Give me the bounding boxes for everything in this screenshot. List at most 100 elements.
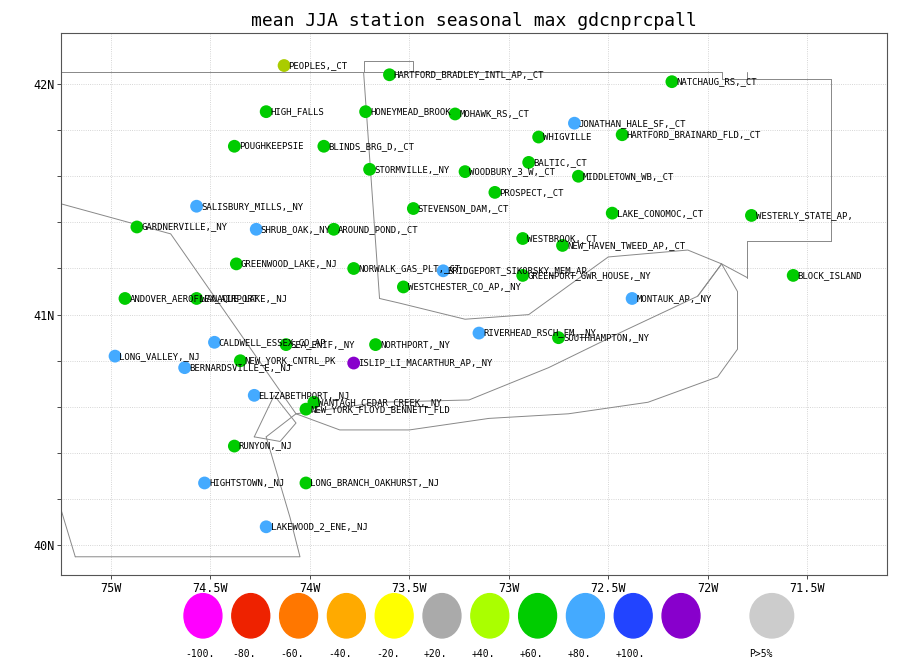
Title: mean JJA station seasonal max gdcnprcpall: mean JJA station seasonal max gdcnprcpal… <box>251 13 697 31</box>
Point <box>448 108 463 119</box>
Point <box>625 293 640 304</box>
Point <box>279 339 293 350</box>
Text: CALDWELL_ESSEX_CO_AP: CALDWELL_ESSEX_CO_AP <box>219 338 327 346</box>
Text: BALTIC,_CT: BALTIC,_CT <box>533 158 587 167</box>
Point <box>299 477 313 488</box>
Point <box>233 355 247 366</box>
Text: -40.: -40. <box>328 648 352 658</box>
Point <box>368 339 382 350</box>
Text: HIGHTSTOWN,_NJ: HIGHTSTOWN,_NJ <box>209 479 284 487</box>
Point <box>406 203 420 214</box>
Text: SOUTHHAMPTON,_NY: SOUTHHAMPTON,_NY <box>563 333 649 342</box>
Text: GREENWOOD_LAKE,_NJ: GREENWOOD_LAKE,_NJ <box>241 259 337 269</box>
Text: WOODBURY_3_W,_CT: WOODBURY_3_W,_CT <box>469 167 556 176</box>
Text: LONG_VALLEY,_NJ: LONG_VALLEY,_NJ <box>119 352 200 360</box>
Ellipse shape <box>519 594 557 638</box>
Text: BRIDGEPORT_SIKORSKY_MEM_AP: BRIDGEPORT_SIKORSKY_MEM_AP <box>447 266 587 275</box>
Text: MIDDLETOWN_WB,_CT: MIDDLETOWN_WB,_CT <box>583 172 674 181</box>
Point <box>259 521 273 532</box>
Text: ISLIP_LI_MACARTHUR_AP,_NY: ISLIP_LI_MACARTHUR_AP,_NY <box>358 358 492 368</box>
Text: STEVENSON_DAM,_CT: STEVENSON_DAM,_CT <box>418 204 509 213</box>
Text: SEA_ENIF,_NY: SEA_ENIF,_NY <box>290 340 355 349</box>
Point <box>358 106 373 117</box>
Text: MOHAWK_RS,_CT: MOHAWK_RS,_CT <box>459 110 529 118</box>
Text: WESTBROOK,_CT: WESTBROOK,_CT <box>527 234 597 243</box>
Point <box>396 281 410 292</box>
Text: STORMVILLE,_NY: STORMVILLE,_NY <box>374 165 449 174</box>
Text: BLINDS_BRG_D,_CT: BLINDS_BRG_D,_CT <box>328 142 414 151</box>
Text: ELIZABETHPORT,_NJ: ELIZABETHPORT,_NJ <box>259 391 350 400</box>
Text: NORWALK_GAS_PLT,_CT: NORWALK_GAS_PLT,_CT <box>358 264 460 273</box>
Text: NEW_HAVEN_TWEED_AP,_CT: NEW_HAVEN_TWEED_AP,_CT <box>566 241 686 250</box>
Text: +20.: +20. <box>424 648 447 658</box>
Text: -60.: -60. <box>281 648 304 658</box>
Point <box>458 166 473 177</box>
Text: LAKE_CONOMOC,_CT: LAKE_CONOMOC,_CT <box>617 209 703 217</box>
Point <box>189 293 204 304</box>
Text: BERNARDSVILLE_E,_NJ: BERNARDSVILLE_E,_NJ <box>189 363 291 372</box>
Text: HARTFORD_BRAINARD_FLD,_CT: HARTFORD_BRAINARD_FLD,_CT <box>627 130 761 139</box>
Point <box>307 397 321 408</box>
Text: PEOPLES,_CT: PEOPLES,_CT <box>289 61 347 70</box>
Point <box>567 118 582 128</box>
Text: HONEYMEAD_BROOK: HONEYMEAD_BROOK <box>370 107 451 116</box>
Text: GREENPORT_GWR_HOUSE,_NY: GREENPORT_GWR_HOUSE,_NY <box>527 271 650 280</box>
Point <box>299 404 313 414</box>
Text: WESTCHESTER_CO_AP,_NY: WESTCHESTER_CO_AP,_NY <box>408 283 520 291</box>
Text: LAKEWOOD_2_ENE,_NJ: LAKEWOOD_2_ENE,_NJ <box>271 522 367 531</box>
Point <box>227 441 242 452</box>
Ellipse shape <box>471 594 509 638</box>
Text: PROSPECT,_CT: PROSPECT,_CT <box>500 188 564 197</box>
Text: NATCHAUG_RS,_CT: NATCHAUG_RS,_CT <box>676 77 757 86</box>
Point <box>516 233 530 244</box>
Text: NORTHPORT,_NY: NORTHPORT,_NY <box>380 340 450 349</box>
Text: SALISBURY_MILLS,_NY: SALISBURY_MILLS,_NY <box>201 201 303 211</box>
Ellipse shape <box>614 594 652 638</box>
Text: RIVERHEAD_RSCH_FM,_NY: RIVERHEAD_RSCH_FM,_NY <box>483 329 596 338</box>
Text: NEW_YORK_FLOYD_BENNETT_FLD: NEW_YORK_FLOYD_BENNETT_FLD <box>310 405 450 414</box>
Point <box>189 201 204 211</box>
Point <box>531 132 546 142</box>
Text: GARDNERVILLE,_NY: GARDNERVILLE,_NY <box>142 223 227 231</box>
Text: HIGH_FALLS: HIGH_FALLS <box>271 107 325 116</box>
Point <box>227 141 242 152</box>
Text: LONG_BRANCH_OAKHURST,_NJ: LONG_BRANCH_OAKHURST,_NJ <box>310 479 439 487</box>
Point <box>556 240 570 251</box>
Ellipse shape <box>375 594 413 638</box>
Text: MONTAUK_AP,_NY: MONTAUK_AP,_NY <box>637 294 712 303</box>
Text: NEW_YORK_CNTRL_PK: NEW_YORK_CNTRL_PK <box>244 356 336 365</box>
Ellipse shape <box>750 594 794 638</box>
Point <box>665 76 679 87</box>
Text: BLOCK_ISLAND: BLOCK_ISLAND <box>797 271 862 280</box>
Text: ANDOVER_AEROFLEX_AIRPORT: ANDOVER_AEROFLEX_AIRPORT <box>129 294 258 303</box>
Point <box>363 164 377 175</box>
Text: -100.: -100. <box>185 648 215 658</box>
Text: WANTAGH_CEDAR_CREEK,_NY: WANTAGH_CEDAR_CREEK,_NY <box>318 398 442 407</box>
Point <box>130 221 144 232</box>
Ellipse shape <box>662 594 700 638</box>
Point <box>108 351 123 362</box>
Text: WESTERLY_STATE_AP,: WESTERLY_STATE_AP, <box>756 211 852 220</box>
Point <box>571 171 585 182</box>
Text: JONATHAN_HALE_SF,_CT: JONATHAN_HALE_SF,_CT <box>579 118 686 128</box>
Point <box>346 358 361 368</box>
Point <box>744 210 759 221</box>
Ellipse shape <box>184 594 222 638</box>
Text: +80.: +80. <box>567 648 591 658</box>
Text: RUNYON,_NJ: RUNYON,_NJ <box>239 442 292 451</box>
Ellipse shape <box>327 594 365 638</box>
Point <box>472 328 486 338</box>
Ellipse shape <box>423 594 461 638</box>
Point <box>317 141 331 152</box>
Point <box>207 337 222 348</box>
Point <box>346 263 361 274</box>
Point <box>382 69 397 80</box>
Point <box>198 477 212 488</box>
Text: HARTFORD_BRADLEY_INTL_AP,_CT: HARTFORD_BRADLEY_INTL_AP,_CT <box>394 70 544 79</box>
Point <box>259 106 273 117</box>
Ellipse shape <box>280 594 318 638</box>
Point <box>605 208 620 219</box>
Text: +40.: +40. <box>472 648 495 658</box>
Point <box>327 224 341 235</box>
Text: WANAQUE_LAKE,_NJ: WANAQUE_LAKE,_NJ <box>201 294 287 303</box>
